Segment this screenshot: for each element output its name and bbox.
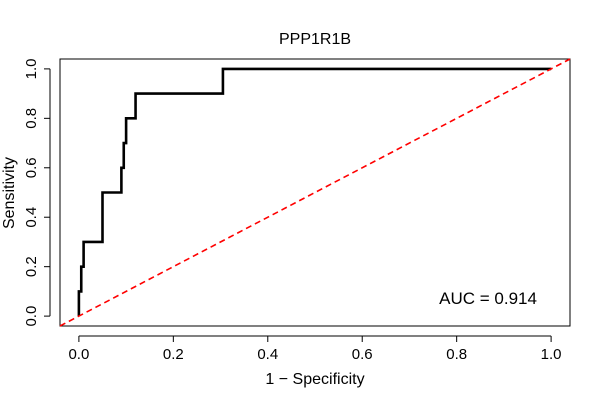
y-tick-label: 1.0 xyxy=(23,58,40,79)
x-tick-label: 0.2 xyxy=(163,346,184,363)
x-tick-label: 0.0 xyxy=(68,346,89,363)
plot-layer: 0.0 0.2 0.4 0.6 0.8 1.0 0.0 0.2 0.4 0.6 0.8 1.0 AUC … xyxy=(23,58,571,363)
y-tick-label: 0.6 xyxy=(23,157,40,178)
x-tick-label: 0.4 xyxy=(257,346,278,363)
auc-annotation: AUC = 0.914 xyxy=(439,289,537,308)
y-tick-label: 0.0 xyxy=(23,306,40,327)
y-tick-label: 0.2 xyxy=(23,256,40,277)
roc-curve-line xyxy=(77,67,552,317)
plot-frame xyxy=(59,58,571,327)
y-axis-label: Sensitivity xyxy=(1,157,18,229)
x-tick-label: 0.8 xyxy=(446,346,467,363)
chart-title: PPP1R1B xyxy=(279,31,351,48)
x-tick-label: 0.6 xyxy=(352,346,373,363)
x-axis-label: 1 − Specificity xyxy=(265,371,364,388)
y-tick-label: 0.8 xyxy=(23,108,40,129)
y-tick-label: 0.4 xyxy=(23,207,40,228)
reference-diagonal-line xyxy=(59,58,571,327)
x-tick-label: 1.0 xyxy=(541,346,562,363)
